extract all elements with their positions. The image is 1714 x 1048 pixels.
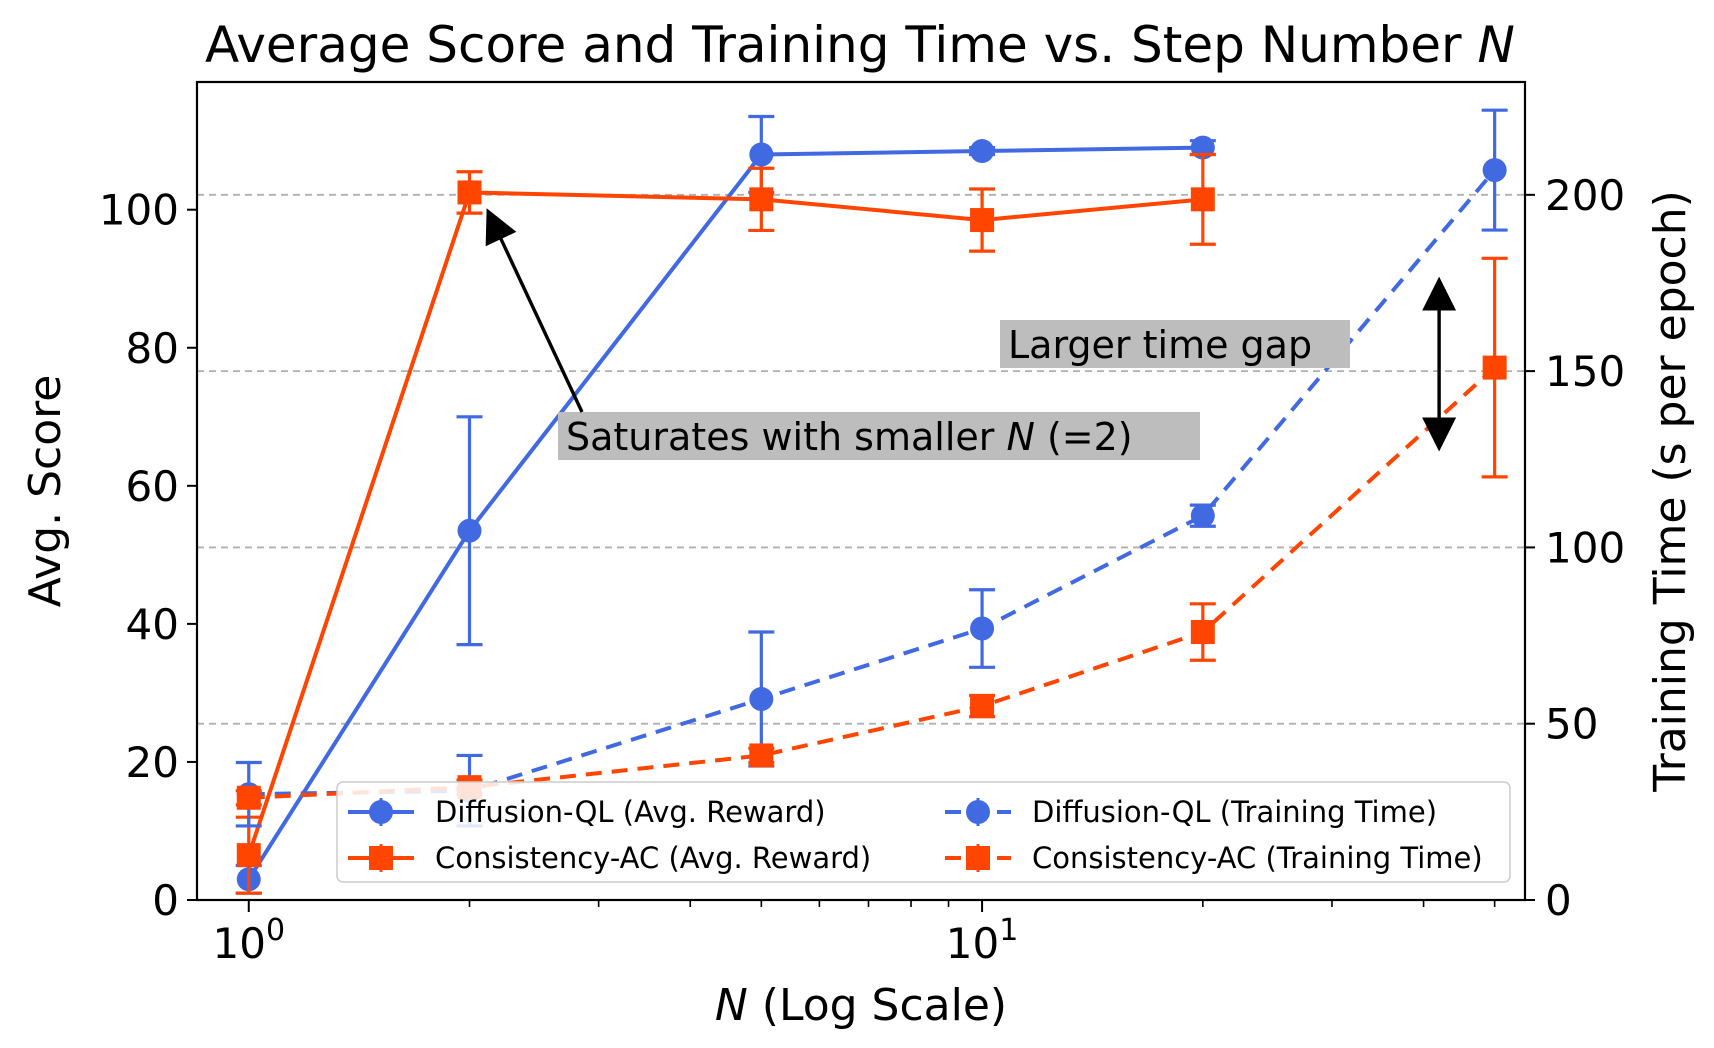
series-line bbox=[248, 168, 1497, 797]
plot-series bbox=[235, 108, 1508, 895]
x-tick-label: 101 bbox=[946, 913, 1019, 968]
data-point bbox=[970, 694, 995, 719]
y-right-tick-label: 50 bbox=[1545, 700, 1598, 749]
data-point bbox=[749, 187, 774, 212]
annotation-saturates: Saturates with smaller N (=2) bbox=[485, 208, 1200, 460]
legend-label: Diffusion-QL (Training Time) bbox=[1032, 795, 1437, 829]
y-left-tick-label: 40 bbox=[126, 600, 179, 649]
data-point bbox=[970, 139, 995, 164]
legend-item: Consistency-AC (Training Time) bbox=[945, 841, 1483, 875]
y-right-tick-label: 100 bbox=[1545, 523, 1625, 572]
y-right-tick-label: 0 bbox=[1545, 876, 1572, 925]
x-axis-label: N (Log Scale) bbox=[715, 980, 1007, 1031]
data-point bbox=[1190, 187, 1215, 212]
axis-ticks: 0 20 40 60 80 100 0 50 100 150 200 100 101 bbox=[99, 171, 1625, 968]
data-point bbox=[749, 687, 774, 712]
annotation-time-gap: Larger time gap bbox=[1000, 276, 1457, 452]
series-line bbox=[247, 145, 1203, 881]
data-point bbox=[1190, 503, 1215, 528]
data-point bbox=[1482, 158, 1507, 183]
y-left-tick-label: 0 bbox=[152, 876, 179, 925]
data-point bbox=[749, 743, 774, 768]
y-left-tick-label: 20 bbox=[126, 738, 179, 787]
legend-item: Consistency-AC (Avg. Reward) bbox=[348, 841, 871, 875]
data-point bbox=[749, 142, 774, 167]
chart-title-italic: N bbox=[1478, 16, 1515, 74]
legend-label: Consistency-AC (Training Time) bbox=[1032, 841, 1483, 875]
data-point bbox=[236, 843, 261, 868]
x-tick-label: 100 bbox=[212, 913, 285, 968]
legend-marker bbox=[966, 846, 990, 870]
legend-marker bbox=[369, 846, 393, 870]
legend-item: Diffusion-QL (Avg. Reward) bbox=[348, 795, 826, 829]
annotation-time-gap-text: Larger time gap bbox=[1008, 323, 1312, 367]
y-left-tick-label: 60 bbox=[126, 462, 179, 511]
legend-marker bbox=[369, 800, 393, 824]
series-line bbox=[246, 190, 1204, 856]
annotation-saturates-text: Saturates with smaller N (=2) bbox=[566, 415, 1133, 459]
y-left-tick-label: 80 bbox=[126, 324, 179, 373]
x-axis-label-italic: N bbox=[715, 980, 748, 1031]
y-axis-label-left: Avg. Score bbox=[20, 375, 71, 608]
data-point bbox=[457, 180, 482, 205]
y-left-tick-label: 100 bbox=[99, 186, 179, 235]
data-point bbox=[236, 785, 261, 810]
annotation-saturates-arrow bbox=[485, 208, 584, 413]
y-axis-label-right: Training Time (s per epoch) bbox=[1645, 190, 1696, 793]
data-point bbox=[1190, 620, 1215, 645]
chart-title: Average Score and Training Time vs. Step… bbox=[205, 16, 1515, 74]
annotation-saturates-box bbox=[558, 412, 1200, 460]
legend-label: Diffusion-QL (Avg. Reward) bbox=[435, 795, 826, 829]
y-right-tick-label: 200 bbox=[1545, 171, 1625, 220]
annotation-time-gap-box bbox=[1000, 320, 1350, 368]
series-2 bbox=[235, 108, 1508, 828]
series-1 bbox=[235, 152, 1216, 895]
data-point bbox=[1482, 355, 1507, 380]
legend-marker bbox=[966, 800, 990, 824]
series-0 bbox=[235, 114, 1216, 895]
legend-item: Diffusion-QL (Training Time) bbox=[945, 795, 1437, 829]
legend: Diffusion-QL (Avg. Reward) Consistency-AC… bbox=[336, 781, 1511, 883]
data-point bbox=[457, 518, 482, 543]
legend-box bbox=[336, 781, 1511, 883]
y-right-tick-label: 150 bbox=[1545, 347, 1625, 396]
legend-label: Consistency-AC (Avg. Reward) bbox=[435, 841, 871, 875]
plot-frame bbox=[195, 80, 1527, 902]
data-point bbox=[970, 208, 995, 233]
data-point bbox=[970, 616, 995, 641]
